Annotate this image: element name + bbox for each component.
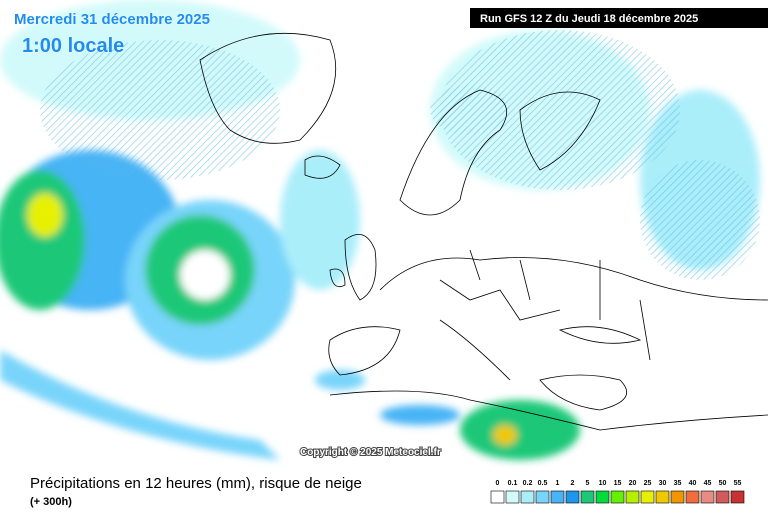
run-info: Run GFS 12 Z du Jeudi 18 décembre 2025 xyxy=(480,13,698,25)
footer-bg xyxy=(0,472,768,512)
legend-swatch xyxy=(505,490,520,504)
legend-swatch xyxy=(535,490,550,504)
legend-swatch xyxy=(610,490,625,504)
legend-label: 30 xyxy=(659,480,667,487)
run-box xyxy=(470,8,768,28)
legend-label: 1 xyxy=(556,480,560,487)
legend-swatch xyxy=(520,490,535,504)
legend-label: 0.5 xyxy=(538,480,548,487)
legend-swatch xyxy=(640,490,655,504)
legend-swatch xyxy=(700,490,715,504)
snow-hatch xyxy=(40,30,760,280)
legend-label: 2 xyxy=(571,480,575,487)
footer-title: Précipitations en 12 heures (mm), risque… xyxy=(30,475,362,492)
legend-label: 5 xyxy=(586,480,590,487)
coastlines xyxy=(199,32,768,431)
legend: 0 0.1 0.2 0.5 1 2 5 10 15 20 25 30 35 40 45 50 55 xyxy=(490,480,745,504)
legend-label: 0 xyxy=(496,480,500,487)
legend-swatch xyxy=(490,490,505,504)
legend-label: 35 xyxy=(674,480,682,487)
date: Mercredi 31 décembre 2025 xyxy=(14,11,210,28)
legend-label: 45 xyxy=(704,480,712,487)
legend-label: 10 xyxy=(599,480,607,487)
legend-swatch xyxy=(730,490,745,504)
legend-label: 40 xyxy=(689,480,697,487)
legend-label: 50 xyxy=(719,480,727,487)
legend-swatch xyxy=(595,490,610,504)
local-time: 1:00 locale xyxy=(22,35,124,57)
legend-swatch xyxy=(565,490,580,504)
legend-swatch xyxy=(580,490,595,504)
legend-swatch xyxy=(550,490,565,504)
legend-swatch xyxy=(625,490,640,504)
legend-swatch xyxy=(685,490,700,504)
legend-label: 25 xyxy=(644,480,652,487)
legend-swatch xyxy=(655,490,670,504)
legend-label: 20 xyxy=(629,480,637,487)
legend-swatch xyxy=(715,490,730,504)
legend-swatch xyxy=(670,490,685,504)
footer-lead: (+ 300h) xyxy=(30,496,72,508)
copyright: Copyright © 2025 Meteociel.fr xyxy=(300,447,441,458)
legend-label: 55 xyxy=(734,480,742,487)
legend-label: 0.2 xyxy=(523,480,533,487)
legend-label: 0.1 xyxy=(508,480,518,487)
legend-label: 15 xyxy=(614,480,622,487)
